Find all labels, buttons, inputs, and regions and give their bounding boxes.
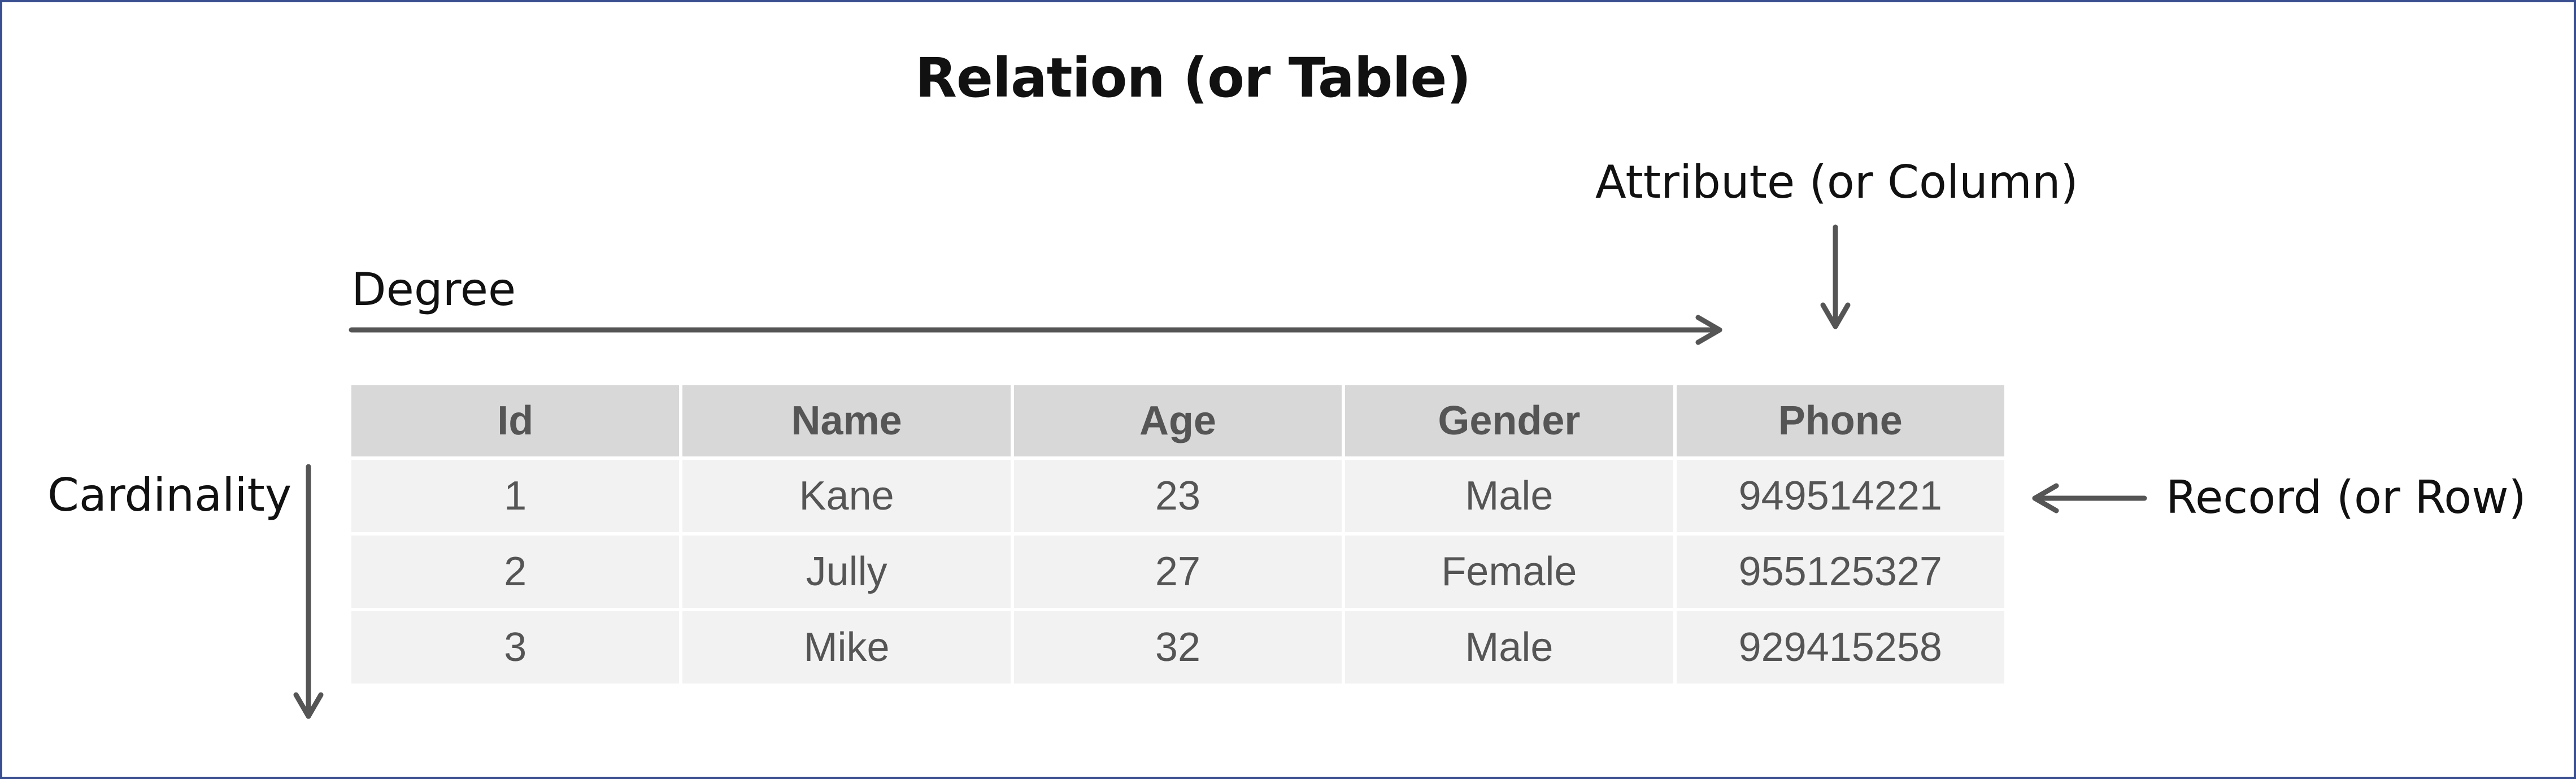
- column-header-phone: Phone: [1676, 385, 2004, 456]
- cell-name: Mike: [682, 611, 1011, 684]
- header-row: Id Name Age Gender Phone: [351, 385, 2004, 456]
- record-label: Record (or Row): [2166, 471, 2526, 524]
- cell-phone: 929415258: [1676, 611, 2004, 684]
- column-header-name: Name: [682, 385, 1011, 456]
- column-header-age: Age: [1013, 385, 1342, 456]
- relation-table: Id Name Age Gender Phone 1 Kane 23 Male …: [348, 382, 2008, 687]
- degree-arrow: [349, 315, 1722, 345]
- cell-phone: 949514221: [1676, 460, 2004, 532]
- cell-phone: 955125327: [1676, 536, 2004, 608]
- cell-id: 1: [351, 460, 680, 532]
- cardinality-label: Cardinality: [47, 469, 292, 521]
- cell-id: 3: [351, 611, 680, 684]
- cell-gender: Male: [1345, 460, 1673, 532]
- column-header-gender: Gender: [1345, 385, 1673, 456]
- cell-name: Kane: [682, 460, 1011, 532]
- cardinality-arrow: [293, 464, 324, 719]
- cell-name: Jully: [682, 536, 1011, 608]
- table-row: 2 Jully 27 Female 955125327: [351, 536, 2004, 608]
- diagram-title: Relation (or Table): [915, 46, 1471, 110]
- cell-age: 23: [1013, 460, 1342, 532]
- cell-age: 32: [1013, 611, 1342, 684]
- column-header-id: Id: [351, 385, 680, 456]
- attribute-label: Attribute (or Column): [1595, 156, 2078, 208]
- cell-id: 2: [351, 536, 680, 608]
- table-row: 1 Kane 23 Male 949514221: [351, 460, 2004, 532]
- table-row: 3 Mike 32 Male 929415258: [351, 611, 2004, 684]
- cell-gender: Female: [1345, 536, 1673, 608]
- attribute-arrow: [1820, 224, 1851, 329]
- degree-label: Degree: [351, 263, 516, 316]
- cell-age: 27: [1013, 536, 1342, 608]
- cell-gender: Male: [1345, 611, 1673, 684]
- record-arrow: [2032, 483, 2147, 513]
